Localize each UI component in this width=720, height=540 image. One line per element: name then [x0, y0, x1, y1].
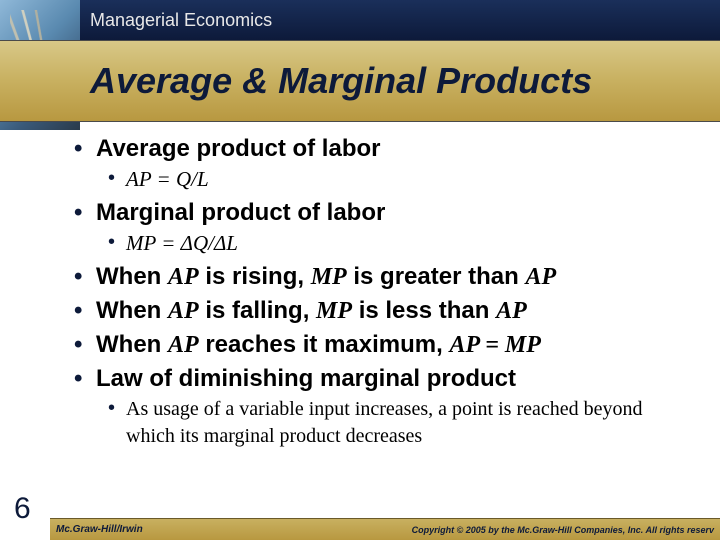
term-ap: AP	[525, 264, 556, 290]
term-mp: MP	[316, 298, 352, 324]
bullet-ap-max: When AP reaches it maximum, AP = MP	[70, 330, 690, 360]
title-band: Average & Marginal Products	[0, 40, 720, 122]
formula-ap: AP = Q/L	[126, 167, 209, 191]
slide: Managerial Economics Average & Marginal …	[0, 0, 720, 540]
formula-mp: MP = ΔQ/ΔL	[126, 231, 238, 255]
bullet-list: Average product of labor AP = Q/L Margin…	[70, 134, 690, 450]
text-part: When	[96, 331, 168, 358]
content-area: Average product of labor AP = Q/L Margin…	[70, 130, 690, 450]
course-title: Managerial Economics	[90, 10, 272, 31]
sub-bullet-mp-formula: MP = ΔQ/ΔL	[70, 230, 690, 258]
bullet-text: Law of diminishing marginal product	[96, 365, 516, 392]
footer-bar: Mc.Graw-Hill/Irwin Copyright © 2005 by t…	[50, 518, 720, 540]
term-mp: MP	[311, 264, 347, 290]
slide-title: Average & Marginal Products	[90, 60, 592, 102]
text-part: is greater than	[347, 263, 526, 290]
bullet-marginal-product: Marginal product of labor	[70, 198, 690, 228]
sub-bullet-law-explain: As usage of a variable input increases, …	[70, 396, 690, 450]
page-number: 6	[14, 492, 31, 526]
bullet-text: Marginal product of labor	[96, 199, 385, 226]
bullet-law-diminishing: Law of diminishing marginal product	[70, 364, 690, 394]
text-part: is rising,	[199, 263, 311, 290]
bullet-text: Average product of labor	[96, 135, 380, 162]
bullet-ap-rising: When AP is rising, MP is greater than AP	[70, 262, 690, 292]
text-part: is falling,	[199, 297, 316, 324]
term-ap: AP	[496, 298, 527, 324]
bullet-average-product: Average product of labor	[70, 134, 690, 164]
sub-bullet-ap-formula: AP = Q/L	[70, 166, 690, 194]
equation-ap-mp: AP = MP	[449, 332, 540, 358]
term-ap: AP	[168, 332, 199, 358]
term-ap: AP	[168, 298, 199, 324]
sub-text: As usage of a variable input increases, …	[126, 398, 642, 447]
text-part: is less than	[352, 297, 496, 324]
bullet-ap-falling: When AP is falling, MP is less than AP	[70, 296, 690, 326]
text-part: reaches it maximum,	[199, 331, 450, 358]
term-ap: AP	[168, 264, 199, 290]
header-bar: Managerial Economics	[0, 0, 720, 40]
text-part: When	[96, 263, 168, 290]
footer-publisher: Mc.Graw-Hill/Irwin	[56, 524, 143, 535]
text-part: When	[96, 297, 168, 324]
footer-copyright: Copyright © 2005 by the Mc.Graw-Hill Com…	[412, 525, 714, 535]
